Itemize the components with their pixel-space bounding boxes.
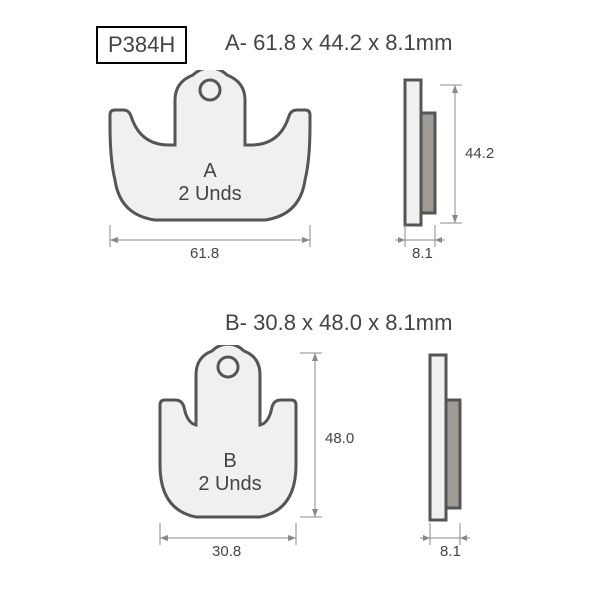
part-a-label-line1: A — [165, 160, 255, 183]
part-b-side-svg — [420, 350, 475, 530]
part-b-label-line2: 2 Unds — [185, 473, 275, 496]
part-b-label: B 2 Unds — [185, 450, 275, 496]
part-a-title: A- 61.8 x 44.2 x 8.1mm — [225, 30, 452, 56]
part-b-width-value: 30.8 — [212, 543, 241, 560]
part-a-height-value: 44.2 — [465, 145, 494, 162]
part-a-label: A 2 Unds — [165, 160, 255, 206]
product-code-box: P384H — [96, 26, 187, 64]
product-code-text: P384H — [108, 32, 175, 57]
part-b-height-value: 48.0 — [325, 430, 354, 447]
part-b-section: B 2 Unds 30.8 48.0 8.1 — [140, 345, 520, 595]
part-b-thick-value: 8.1 — [440, 543, 461, 560]
part-b-front-svg — [140, 345, 300, 545]
part-a-width-value: 61.8 — [190, 245, 219, 262]
part-b-label-line1: B — [185, 450, 275, 473]
part-a-label-line2: 2 Unds — [165, 183, 255, 206]
part-a-section: A 2 Unds 61.8 44.2 8.1 — [95, 70, 525, 300]
part-b-title: B- 30.8 x 48.0 x 8.1mm — [225, 310, 452, 336]
part-a-thick-value: 8.1 — [412, 245, 433, 262]
